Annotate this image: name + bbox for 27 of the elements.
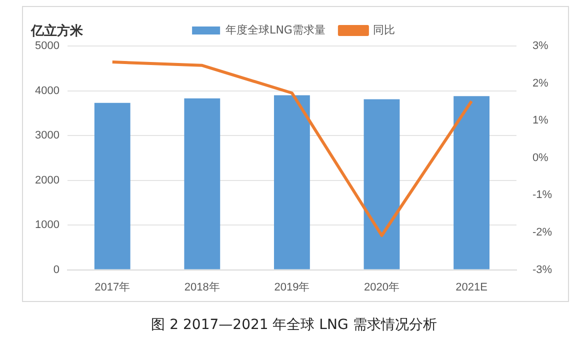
y2-tick-label: -3% bbox=[532, 264, 552, 276]
bar bbox=[94, 102, 130, 270]
y2-tick-label: -1% bbox=[532, 189, 552, 202]
bar bbox=[274, 95, 310, 270]
bar bbox=[184, 98, 220, 270]
y2-tick-label: -2% bbox=[532, 226, 552, 239]
x-tick-label: 2017年 bbox=[94, 281, 130, 294]
legend-label: 年度全球LNG需求量 bbox=[226, 23, 326, 36]
legend-label: 同比 bbox=[372, 23, 395, 36]
y2-tick-label: 3% bbox=[532, 40, 549, 52]
y-tick-label: 0 bbox=[53, 264, 60, 276]
x-tick-label: 2018年 bbox=[184, 281, 220, 294]
x-tick-label: 2020年 bbox=[364, 281, 400, 294]
bar bbox=[364, 99, 400, 270]
y-tick-label: 1000 bbox=[34, 219, 60, 232]
y-tick-label: 5000 bbox=[34, 40, 60, 52]
y2-tick-label: 0% bbox=[532, 152, 549, 164]
y-tick-label: 4000 bbox=[34, 84, 60, 97]
y-tick-label: 3000 bbox=[34, 130, 60, 142]
x-tick-label: 2019年 bbox=[274, 281, 310, 294]
y-tick-label: 2000 bbox=[34, 174, 60, 186]
bar bbox=[454, 96, 490, 270]
x-tick-label: 2021E bbox=[456, 281, 488, 294]
y-axis-title: 亿立方米 bbox=[30, 22, 84, 39]
y2-tick-label: 2% bbox=[532, 77, 549, 90]
y2-tick-label: 1% bbox=[532, 114, 549, 127]
caption: 图 2 2017—2021 年全球 LNG 需求情况分析 bbox=[150, 316, 438, 334]
